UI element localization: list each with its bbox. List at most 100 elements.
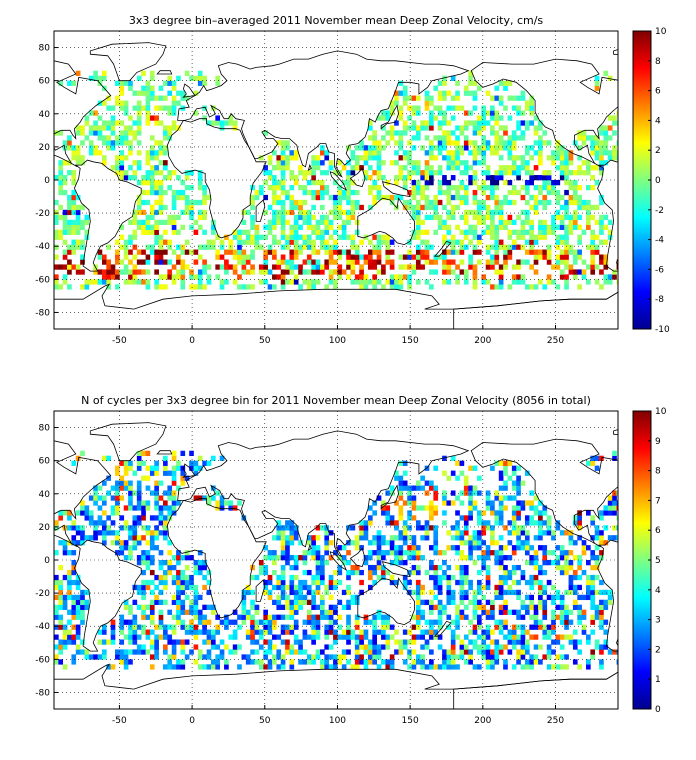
bottom-data-cell <box>298 594 303 601</box>
top-data-cell <box>141 219 146 225</box>
bottom-data-cell <box>75 530 81 536</box>
bottom-data-cell <box>389 574 395 581</box>
top-data-cell <box>546 259 552 265</box>
top-data-cell <box>599 130 604 136</box>
top-data-cell <box>450 150 456 156</box>
bottom-data-cell <box>511 564 517 571</box>
bottom-data-cell <box>197 560 203 566</box>
top-data-cell <box>616 264 618 270</box>
bottom-data-cell <box>572 540 578 546</box>
bottom-data-cell <box>337 654 343 660</box>
top-data-cell <box>58 234 64 240</box>
bottom-data-cell <box>594 555 600 561</box>
bottom-data-cell <box>115 505 120 511</box>
bottom-data-cell <box>385 569 391 576</box>
top-data-cell <box>472 274 478 280</box>
bottom-data-cell <box>511 550 517 556</box>
bottom-data-cell <box>411 564 417 571</box>
bottom-data-cell <box>420 535 425 541</box>
top-data-cell <box>167 135 173 141</box>
top-data-cell <box>524 219 530 225</box>
top-data-cell <box>285 279 290 285</box>
bottom-data-cell <box>206 629 212 635</box>
bottom-data-cell <box>376 654 382 660</box>
bottom-data-cell <box>564 589 569 596</box>
top-data-cell <box>472 150 478 156</box>
bottom-data-cell <box>420 555 425 561</box>
bottom-title: N of cycles per 3x3 degree bin for 2011 … <box>81 394 591 407</box>
top-data-cell <box>149 95 155 101</box>
top-data-cell <box>424 90 430 96</box>
top-data-cell <box>555 264 561 270</box>
bottom-data-cell <box>398 550 404 556</box>
bottom-data-cell <box>354 594 360 601</box>
top-data-cell <box>468 110 473 116</box>
bottom-data-cell <box>590 550 596 556</box>
top-data-cell <box>594 150 600 156</box>
bottom-data-cell <box>193 644 199 650</box>
bottom-data-cell <box>529 505 534 511</box>
bottom-data-cell <box>411 639 417 645</box>
bottom-data-cell <box>132 515 138 521</box>
top-data-cell <box>167 214 173 221</box>
bottom-data-cell <box>520 500 526 506</box>
bottom-data-cell <box>123 619 129 625</box>
top-data-cell <box>333 279 338 285</box>
bottom-data-cell <box>433 540 439 546</box>
bottom-data-cell <box>402 579 408 586</box>
bottom-data-cell <box>477 614 482 620</box>
bottom-data-cell <box>516 485 521 491</box>
bottom-data-cell <box>503 634 508 640</box>
top-y-tick-label: 40 <box>39 110 51 120</box>
top-data-cell <box>80 140 85 146</box>
top-data-cell <box>298 209 303 216</box>
top-data-cell <box>245 234 251 240</box>
top-data-cell <box>376 269 382 275</box>
bottom-data-cell <box>586 664 591 670</box>
bottom-data-cell <box>311 550 316 556</box>
bottom-data-cell <box>67 574 72 581</box>
top-data-cell <box>171 214 177 221</box>
bottom-data-cell <box>88 515 94 521</box>
top-data-cell <box>424 95 430 101</box>
top-data-cell <box>75 155 81 161</box>
top-data-cell <box>132 120 138 126</box>
top-data-cell <box>193 284 199 290</box>
bottom-data-cell <box>132 530 138 536</box>
bottom-data-cell <box>149 614 155 620</box>
top-data-cell <box>154 199 159 206</box>
bottom-data-cell <box>210 495 216 501</box>
top-data-cell <box>115 254 120 260</box>
top-data-cell <box>136 199 142 206</box>
bottom-data-cell <box>197 564 203 571</box>
top-data-cell <box>398 135 404 141</box>
top-data-cell <box>472 279 478 285</box>
top-data-cell <box>490 184 495 191</box>
top-data-cell <box>407 155 412 161</box>
bottom-data-cell <box>398 490 404 496</box>
top-data-cell <box>415 224 421 230</box>
top-data-cell <box>119 100 125 106</box>
top-data-cell <box>411 165 417 171</box>
top-data-cell <box>136 165 142 171</box>
top-data-cell <box>394 95 399 101</box>
top-colorbar-tick-label: -2 <box>655 206 664 216</box>
top-data-cell <box>132 209 138 216</box>
top-data-cell <box>415 160 421 166</box>
top-data-cell <box>158 184 164 191</box>
bottom-data-cell <box>350 540 356 546</box>
top-data-cell <box>354 254 360 260</box>
top-data-cell <box>455 160 460 166</box>
top-data-cell <box>315 269 321 275</box>
bottom-data-cell <box>145 555 151 561</box>
bottom-colorbar-tick-label: 6 <box>655 526 661 536</box>
bottom-data-cell <box>538 589 543 596</box>
top-data-cell <box>176 254 181 260</box>
top-data-cell <box>520 224 526 230</box>
bottom-data-cell <box>381 624 386 630</box>
bottom-data-cell <box>267 624 273 630</box>
top-data-cell <box>367 155 373 161</box>
bottom-data-cell <box>136 490 142 496</box>
top-data-cell <box>468 259 473 265</box>
bottom-data-cell <box>302 584 308 591</box>
